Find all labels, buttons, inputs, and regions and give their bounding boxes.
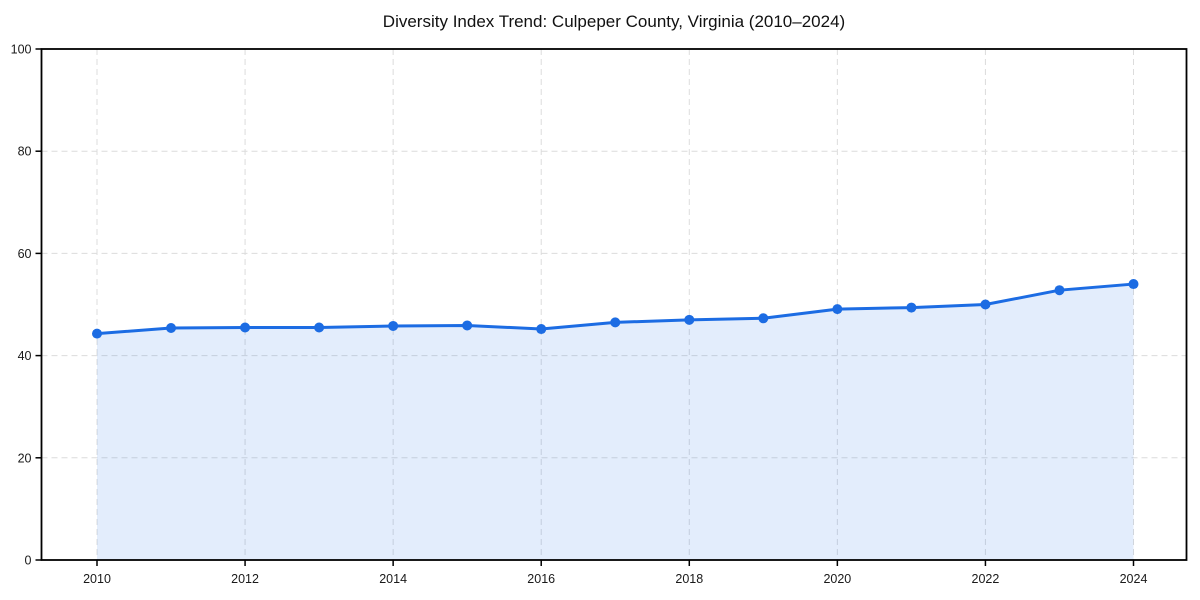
x-tick-label: 2016	[527, 572, 555, 586]
x-tick-label: 2014	[379, 572, 407, 586]
data-point-marker	[610, 317, 621, 328]
data-point-marker	[906, 302, 917, 313]
x-tick-label: 2020	[823, 572, 851, 586]
data-point-marker	[166, 323, 177, 334]
data-point-marker	[314, 322, 325, 333]
y-tick-label: 20	[18, 451, 32, 465]
y-tick-label: 40	[18, 349, 32, 363]
chart-title: Diversity Index Trend: Culpeper County, …	[382, 12, 846, 31]
x-tick-label: 2024	[1120, 572, 1148, 586]
data-point-marker	[684, 314, 695, 325]
x-tick-label: 2012	[231, 572, 259, 586]
data-point-marker	[536, 324, 547, 335]
data-point-marker	[240, 322, 251, 333]
data-point-marker	[980, 299, 991, 310]
y-tick-label: 0	[25, 554, 32, 568]
data-point-marker	[832, 304, 843, 315]
data-point-marker	[388, 320, 399, 331]
series-area-fill	[97, 284, 1134, 560]
x-tick-label: 2018	[675, 572, 703, 586]
data-point-marker	[758, 313, 769, 324]
x-tick-label: 2022	[972, 572, 1000, 586]
x-tick-label: 2010	[83, 572, 111, 586]
y-tick-label: 60	[18, 247, 32, 261]
y-tick-label: 100	[11, 43, 32, 57]
data-point-marker	[462, 320, 473, 331]
y-tick-label: 80	[18, 145, 32, 159]
data-point-marker	[1128, 279, 1139, 290]
data-point-marker	[92, 328, 102, 339]
axes-frame	[40, 48, 1188, 561]
data-point-marker	[1054, 285, 1065, 296]
